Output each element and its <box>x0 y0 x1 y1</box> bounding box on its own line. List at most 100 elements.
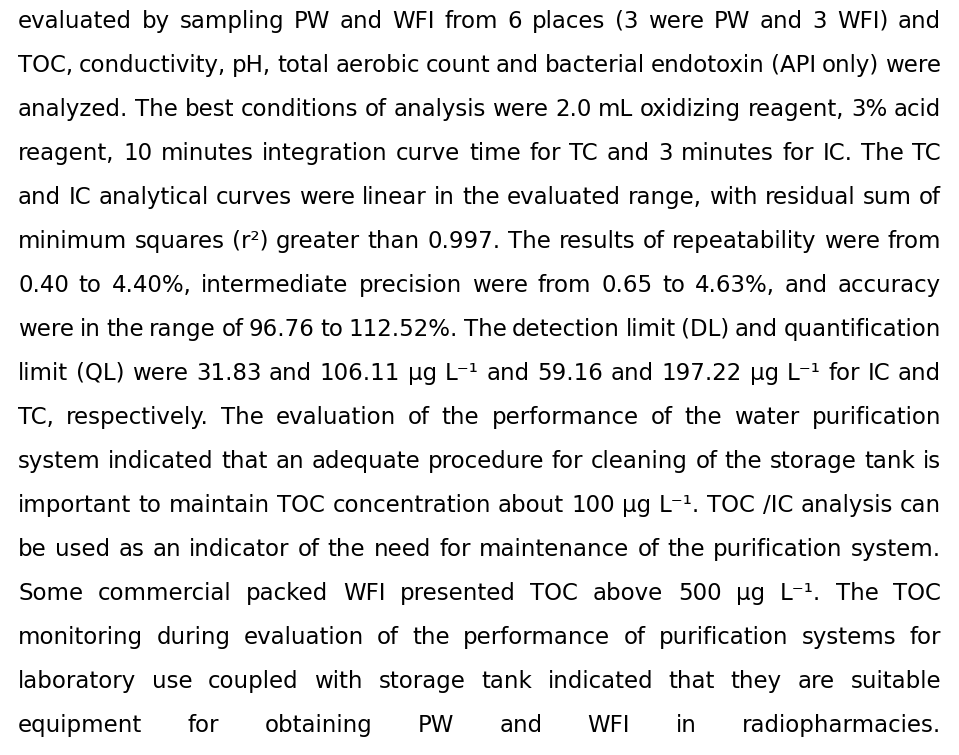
Text: to: to <box>79 274 102 297</box>
Text: from: from <box>887 230 941 253</box>
Text: storage: storage <box>770 450 857 473</box>
Text: were: were <box>648 10 704 33</box>
Text: The: The <box>835 582 878 605</box>
Text: 0.997.: 0.997. <box>428 230 501 253</box>
Text: the: the <box>685 406 722 429</box>
Text: the: the <box>105 318 144 341</box>
Text: 500: 500 <box>678 582 721 605</box>
Text: (DL): (DL) <box>681 318 730 341</box>
Text: packed: packed <box>246 582 328 605</box>
Text: from: from <box>538 274 591 297</box>
Text: of: of <box>623 626 645 649</box>
Text: minutes: minutes <box>681 142 774 165</box>
Text: evaluation: evaluation <box>244 626 363 649</box>
Text: of: of <box>377 626 399 649</box>
Text: evaluated: evaluated <box>507 186 620 209</box>
Text: commercial: commercial <box>98 582 231 605</box>
Text: μg: μg <box>750 362 779 385</box>
Text: in: in <box>675 714 696 737</box>
Text: the: the <box>328 538 365 561</box>
Text: the: the <box>412 626 450 649</box>
Text: accuracy: accuracy <box>838 274 941 297</box>
Text: 59.16: 59.16 <box>537 362 603 385</box>
Text: as: as <box>118 538 144 561</box>
Text: cleaning: cleaning <box>591 450 688 473</box>
Text: indicated: indicated <box>108 450 214 473</box>
Text: systems: systems <box>802 626 897 649</box>
Text: PW: PW <box>293 10 330 33</box>
Text: water: water <box>735 406 800 429</box>
Text: tank: tank <box>481 670 532 693</box>
Text: the: the <box>725 450 762 473</box>
Text: laboratory: laboratory <box>18 670 136 693</box>
Text: 106.11: 106.11 <box>320 362 400 385</box>
Text: precision: precision <box>359 274 462 297</box>
Text: (API: (API <box>771 54 816 77</box>
Text: and: and <box>735 318 778 341</box>
Text: and: and <box>611 362 654 385</box>
Text: to: to <box>320 318 343 341</box>
Text: is: is <box>923 450 941 473</box>
Text: and: and <box>339 10 383 33</box>
Text: analysis: analysis <box>800 494 893 517</box>
Text: suitable: suitable <box>851 670 941 693</box>
Text: TOC: TOC <box>708 494 756 517</box>
Text: the: the <box>442 406 480 429</box>
Text: count: count <box>426 54 490 77</box>
Text: 3: 3 <box>658 142 672 165</box>
Text: sum: sum <box>863 186 912 209</box>
Text: with: with <box>710 186 758 209</box>
Text: by: by <box>142 10 170 33</box>
Text: The: The <box>861 142 903 165</box>
Text: time: time <box>469 142 521 165</box>
Text: and: and <box>606 142 649 165</box>
Text: oxidizing: oxidizing <box>640 98 741 121</box>
Text: acid: acid <box>894 98 941 121</box>
Text: intermediate: intermediate <box>201 274 349 297</box>
Text: were: were <box>299 186 355 209</box>
Text: presented: presented <box>400 582 516 605</box>
Text: curves: curves <box>216 186 292 209</box>
Text: were: were <box>132 362 188 385</box>
Text: minimum: minimum <box>18 230 128 253</box>
Text: indicator: indicator <box>189 538 290 561</box>
Text: TC,: TC, <box>18 406 54 429</box>
Text: 2.0: 2.0 <box>555 98 592 121</box>
Text: for: for <box>909 626 941 649</box>
Text: TC: TC <box>570 142 597 165</box>
Text: and: and <box>496 54 539 77</box>
Text: were: were <box>472 274 527 297</box>
Text: 6: 6 <box>508 10 523 33</box>
Text: of: of <box>650 406 672 429</box>
Text: (3: (3 <box>615 10 639 33</box>
Text: squares: squares <box>134 230 224 253</box>
Text: be: be <box>18 538 47 561</box>
Text: to: to <box>138 494 161 517</box>
Text: TC: TC <box>912 142 941 165</box>
Text: greater: greater <box>276 230 361 253</box>
Text: and: and <box>269 362 313 385</box>
Text: 4.63%,: 4.63%, <box>695 274 775 297</box>
Text: equipment: equipment <box>18 714 142 737</box>
Text: range,: range, <box>628 186 702 209</box>
Text: tank: tank <box>864 450 915 473</box>
Text: from: from <box>445 10 498 33</box>
Text: PW: PW <box>417 714 454 737</box>
Text: IC: IC <box>68 186 91 209</box>
Text: about: about <box>498 494 564 517</box>
Text: that: that <box>222 450 268 473</box>
Text: 31.83: 31.83 <box>196 362 262 385</box>
Text: storage: storage <box>379 670 465 693</box>
Text: The: The <box>508 230 550 253</box>
Text: of: of <box>297 538 319 561</box>
Text: μg: μg <box>622 494 651 517</box>
Text: and: and <box>486 362 529 385</box>
Text: obtaining: obtaining <box>265 714 372 737</box>
Text: 4.40%,: 4.40%, <box>111 274 192 297</box>
Text: residual: residual <box>765 186 855 209</box>
Text: and: and <box>18 186 61 209</box>
Text: μg: μg <box>408 362 437 385</box>
Text: L⁻¹.: L⁻¹. <box>780 582 821 605</box>
Text: with: with <box>315 670 363 693</box>
Text: mL: mL <box>598 98 633 121</box>
